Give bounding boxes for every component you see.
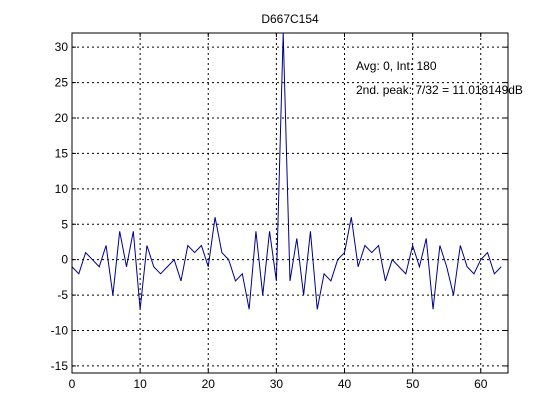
y-tick-label: -10 xyxy=(51,324,69,338)
x-tick-label: 50 xyxy=(406,377,420,391)
plot-frame xyxy=(71,32,509,374)
y-tick-label: 20 xyxy=(55,111,69,125)
y-tick-label: 25 xyxy=(55,76,69,90)
chart-title: D667C154 xyxy=(261,12,319,26)
y-tick-label: 10 xyxy=(55,182,69,196)
y-tick-label: 5 xyxy=(61,217,68,231)
series-layer xyxy=(71,32,502,310)
series-line-0 xyxy=(71,32,502,310)
y-tick-label: -5 xyxy=(57,288,68,302)
y-tick-label: 15 xyxy=(55,146,69,160)
x-tick-label: 30 xyxy=(270,377,284,391)
x-tick-label: 0 xyxy=(69,377,76,391)
x-tick-label: 10 xyxy=(133,377,147,391)
x-tick-label: 60 xyxy=(474,377,488,391)
x-tick-label: 20 xyxy=(202,377,216,391)
y-tick-label: 0 xyxy=(61,253,68,267)
annotation-avg: Avg: 0, Int: 180 xyxy=(356,59,437,73)
y-tick-label: 30 xyxy=(55,40,69,54)
axis-ticks: 0 10 20 30 40 50 60 -15 -10 -5 0 5 10 15 20 25 30 xyxy=(51,33,508,391)
x-tick-label: 40 xyxy=(338,377,352,391)
y-tick-label: -15 xyxy=(51,359,69,373)
annotation-second-peak: 2nd. peak: 7/32 = 11.018149dB xyxy=(356,83,523,97)
grid xyxy=(72,33,508,373)
